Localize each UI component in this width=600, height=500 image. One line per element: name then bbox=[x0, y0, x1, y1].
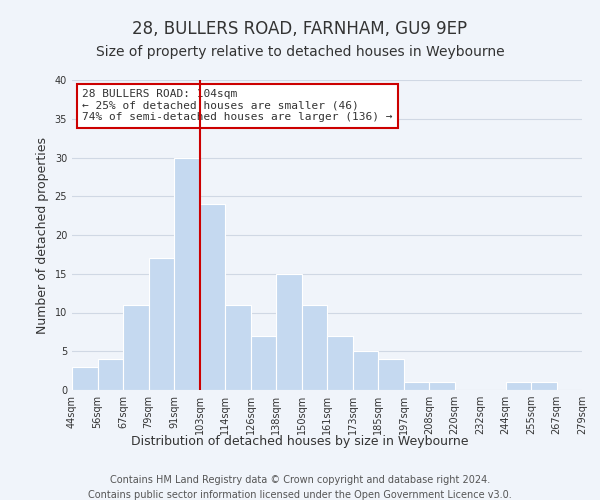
Bar bbox=[251, 336, 276, 390]
Bar bbox=[378, 359, 404, 390]
Bar bbox=[123, 304, 149, 390]
Text: 28 BULLERS ROAD: 104sqm
← 25% of detached houses are smaller (46)
74% of semi-de: 28 BULLERS ROAD: 104sqm ← 25% of detache… bbox=[82, 90, 392, 122]
Y-axis label: Number of detached properties: Number of detached properties bbox=[36, 136, 49, 334]
Bar bbox=[531, 382, 557, 390]
Bar bbox=[97, 359, 123, 390]
Bar bbox=[174, 158, 199, 390]
Bar bbox=[404, 382, 429, 390]
Bar bbox=[302, 304, 327, 390]
Text: Contains HM Land Registry data © Crown copyright and database right 2024.: Contains HM Land Registry data © Crown c… bbox=[110, 475, 490, 485]
Text: Size of property relative to detached houses in Weybourne: Size of property relative to detached ho… bbox=[95, 45, 505, 59]
Text: Distribution of detached houses by size in Weybourne: Distribution of detached houses by size … bbox=[131, 435, 469, 448]
Bar bbox=[72, 367, 97, 390]
Bar bbox=[149, 258, 174, 390]
Text: Contains public sector information licensed under the Open Government Licence v3: Contains public sector information licen… bbox=[88, 490, 512, 500]
Bar bbox=[276, 274, 302, 390]
Bar bbox=[199, 204, 225, 390]
Bar bbox=[225, 304, 251, 390]
Text: 28, BULLERS ROAD, FARNHAM, GU9 9EP: 28, BULLERS ROAD, FARNHAM, GU9 9EP bbox=[133, 20, 467, 38]
Bar bbox=[505, 382, 531, 390]
Bar bbox=[429, 382, 455, 390]
Bar bbox=[327, 336, 353, 390]
Bar bbox=[353, 351, 378, 390]
